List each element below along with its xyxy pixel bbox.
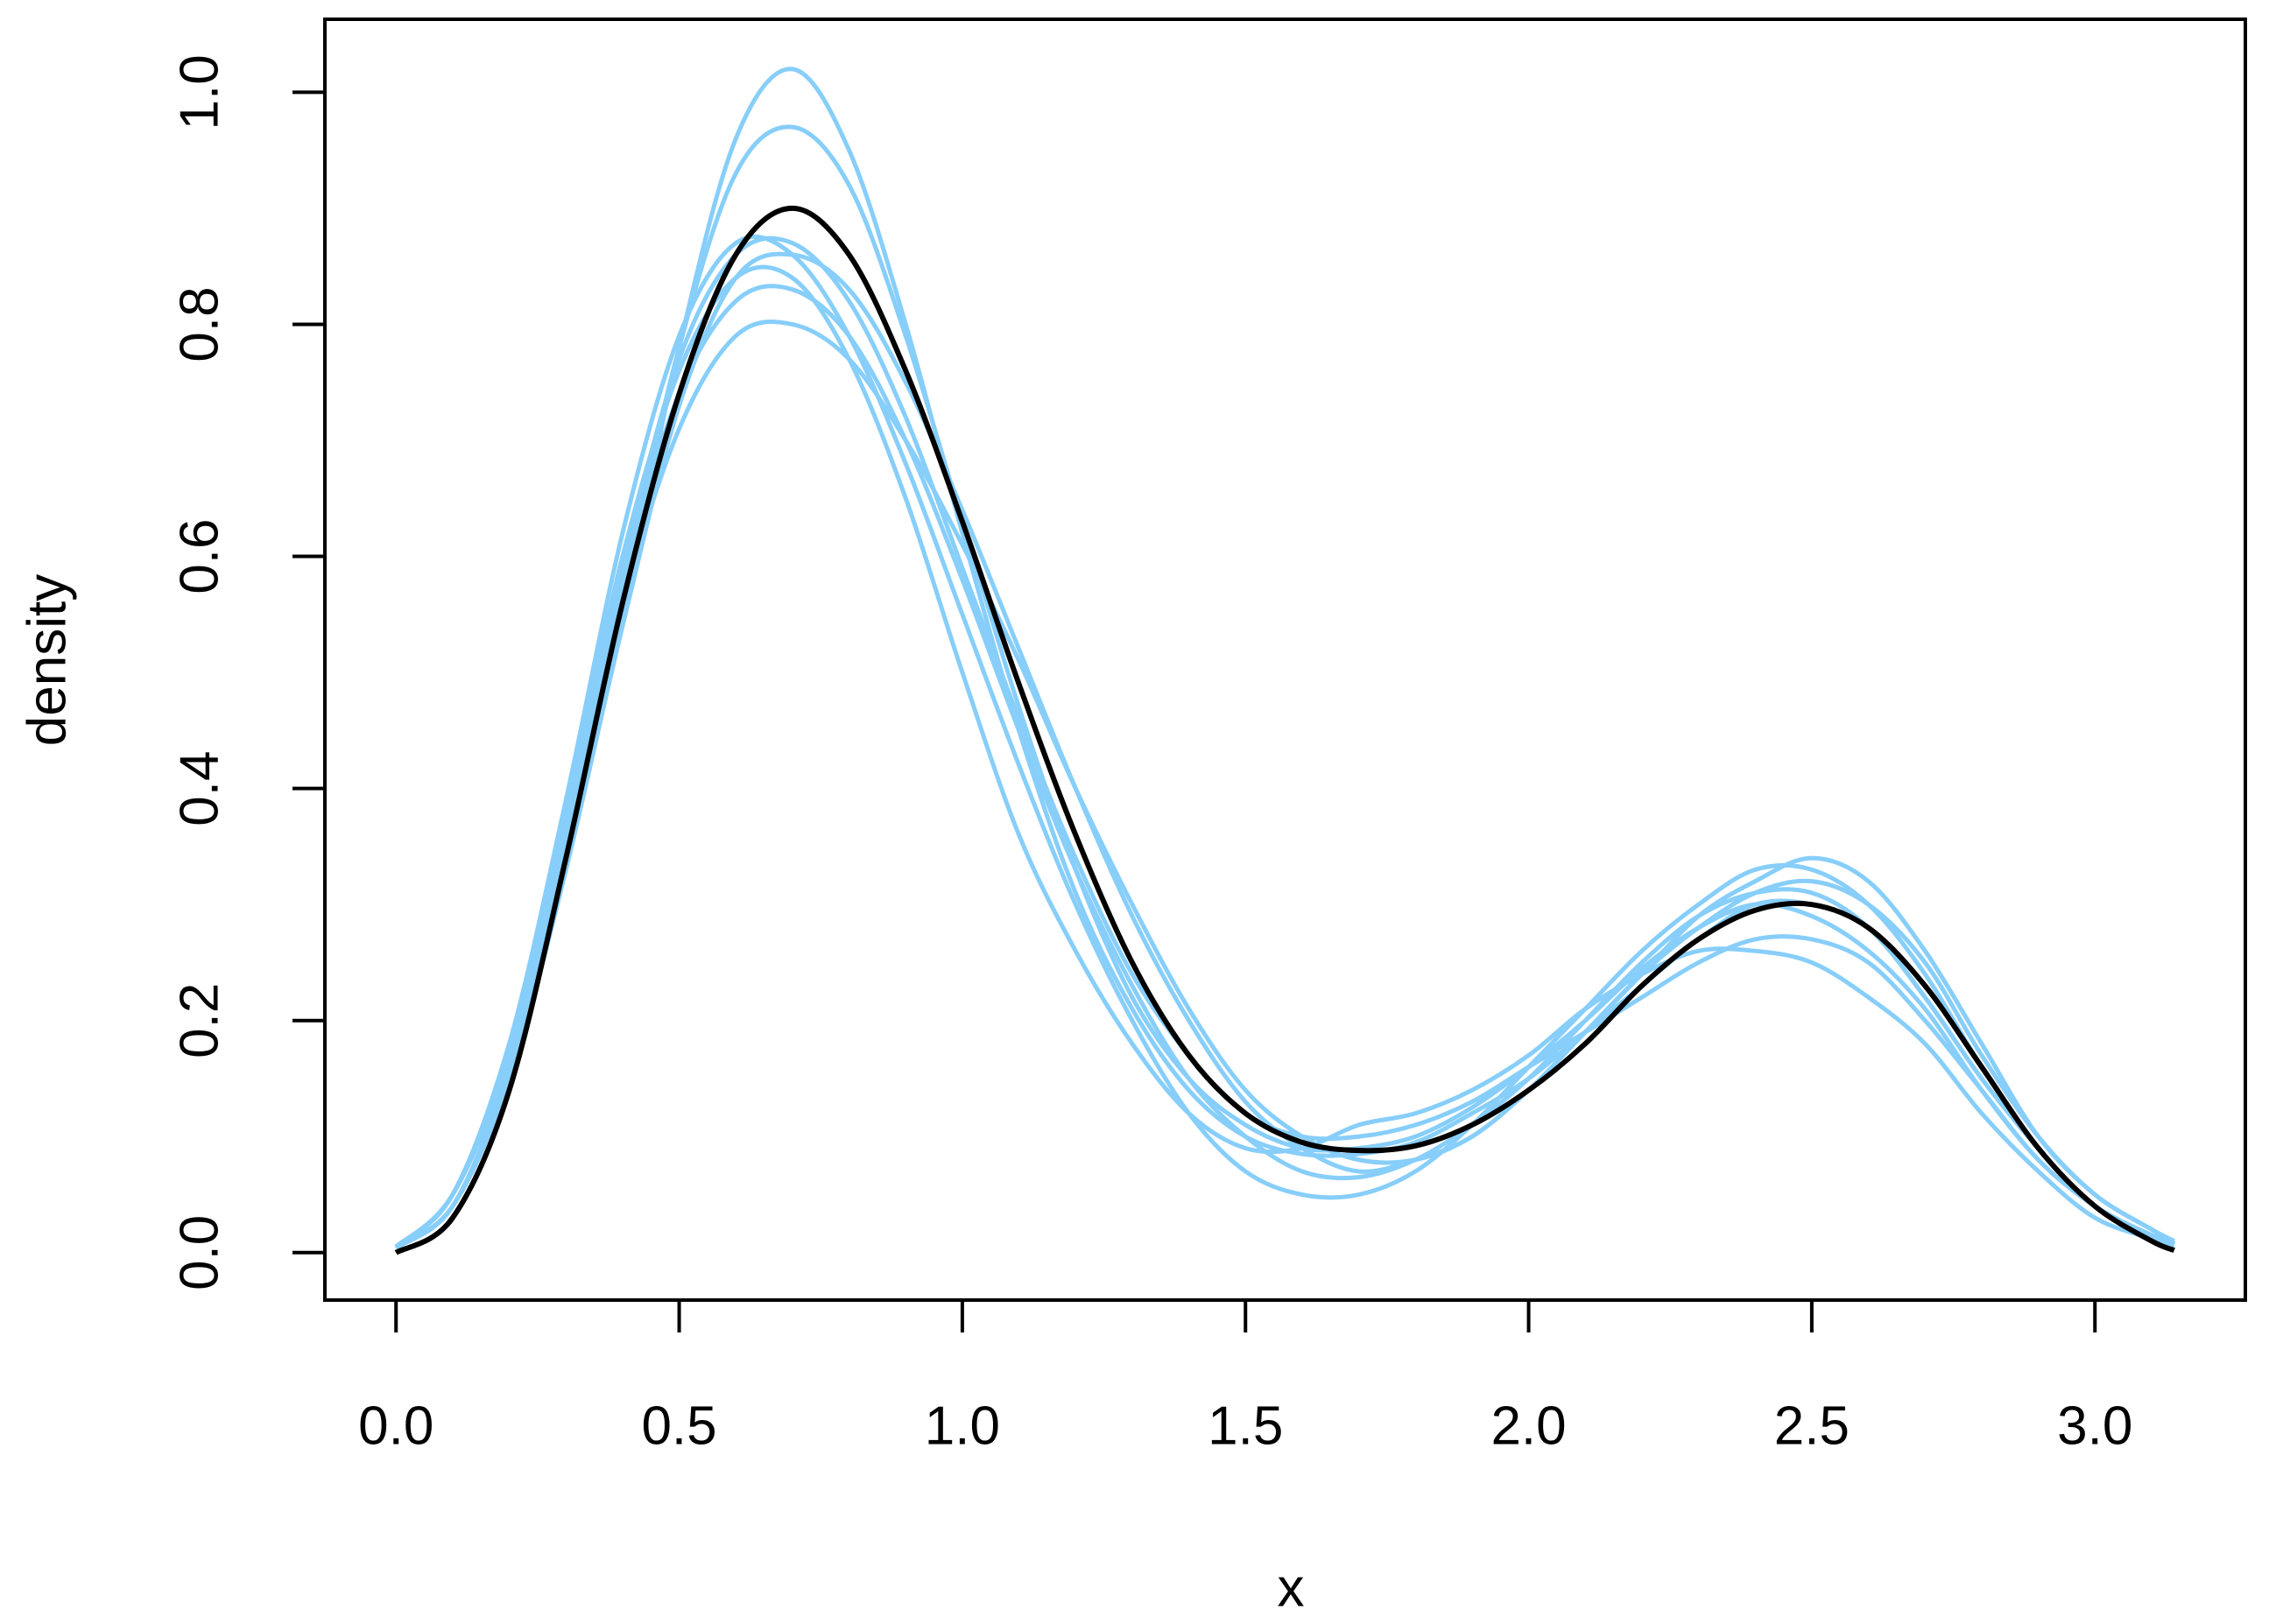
x-tick-label: 2.5 xyxy=(1774,1396,1850,1456)
y-axis-label: density xyxy=(17,574,77,746)
density-line xyxy=(394,234,2175,1249)
density-line xyxy=(394,67,2175,1249)
density-line xyxy=(394,124,2175,1249)
x-axis-label: x xyxy=(1278,1557,1305,1618)
y-tick-label: 1.0 xyxy=(169,54,229,130)
x-tick-label: 0.0 xyxy=(358,1396,433,1456)
density-line xyxy=(394,264,2175,1249)
plot-box xyxy=(323,18,2247,1302)
y-tick-label: 0.6 xyxy=(169,518,229,594)
x-tick-label: 0.5 xyxy=(641,1396,716,1456)
y-tick-label: 0.4 xyxy=(169,751,229,826)
density-line xyxy=(394,251,2176,1250)
x-tick-label: 3.0 xyxy=(2057,1396,2132,1456)
x-tick-label: 1.5 xyxy=(1208,1396,1283,1456)
x-tick-label: 2.0 xyxy=(1490,1396,1566,1456)
y-tick-label: 0.2 xyxy=(169,983,229,1058)
density-line xyxy=(394,205,2175,1255)
x-tick-label: 1.0 xyxy=(925,1396,1000,1456)
y-tick-label: 0.8 xyxy=(169,286,229,362)
y-tick-label: 0.0 xyxy=(169,1215,229,1290)
